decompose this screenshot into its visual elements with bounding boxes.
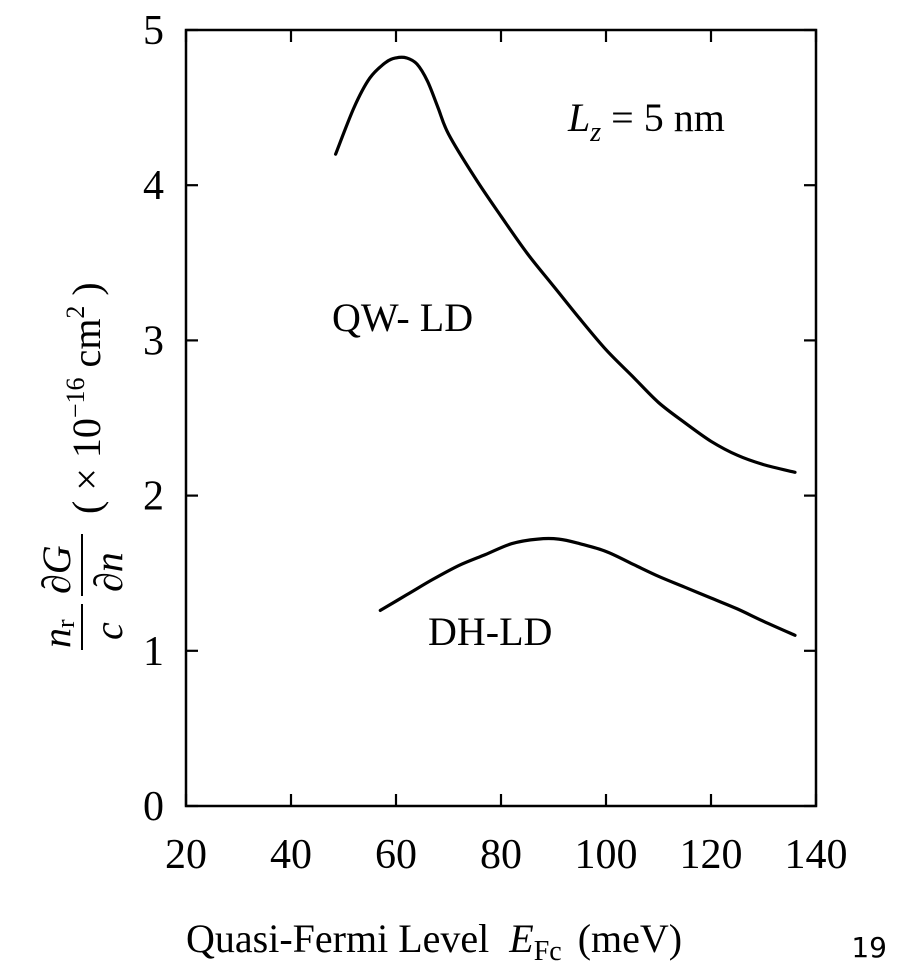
x-tick-label-140: 140 — [785, 832, 848, 878]
y-axis-unit-exp: −16 — [61, 377, 90, 418]
y-axis-unit-mid: cm — [64, 319, 109, 378]
curves-layer — [334, 55, 797, 637]
ticks-layer — [184, 28, 818, 808]
x-tick-label-20: 20 — [165, 832, 207, 878]
y-tick-label-5: 5 — [143, 8, 164, 54]
y-axis-unit-open: ( × 10 — [64, 418, 109, 514]
y-axis-unit: ( × 10−16 cm2 ) — [61, 282, 109, 514]
y-tick-label-2: 2 — [143, 474, 164, 520]
tick-labels-layer: 20 40 60 80 100 120 140 0 1 2 3 4 5 — [143, 8, 848, 878]
y-axis-den-right: ∂n — [86, 552, 131, 592]
y-tick-label-3: 3 — [143, 318, 164, 364]
y-axis-n-sub: r — [51, 619, 80, 628]
x-tick-label-100: 100 — [575, 832, 638, 878]
x-tick-label-120: 120 — [680, 832, 743, 878]
y-axis-title: nr c ∂G ∂n ( × 10−16 cm2 ) — [34, 282, 131, 650]
series-label-dh-ld: DH-LD — [428, 609, 552, 654]
y-axis-n: n — [34, 628, 79, 648]
lz-sub: z — [589, 117, 601, 148]
x-axis-title-text: Quasi-Fermi Level — [186, 916, 489, 961]
slide-number: 19 — [851, 931, 887, 964]
qw-ld-curve — [334, 55, 797, 474]
x-tick-label-60: 60 — [375, 832, 417, 878]
plot-frame — [184, 28, 818, 808]
lz-annotation: Lz = 5 nm — [567, 95, 725, 148]
y-tick-label-4: 4 — [143, 163, 164, 209]
y-axis-num-right: ∂G — [34, 545, 79, 594]
y-tick-label-0: 0 — [143, 784, 164, 830]
series-label-qw-ld: QW- LD — [332, 295, 473, 340]
lz-text: = 5 nm — [601, 95, 725, 140]
x-axis-title: Quasi-Fermi Level EFc (meV) — [186, 916, 682, 966]
y-axis-num-left: nr — [34, 619, 80, 648]
y-axis-den-left: c — [86, 622, 131, 640]
y-axis-unit-exp2: 2 — [61, 306, 90, 319]
x-axis-unit: (meV) — [578, 916, 682, 961]
x-axis-var-sub: Fc — [534, 936, 562, 966]
y-axis-unit-close: ) — [64, 282, 109, 305]
lz-var: L — [567, 95, 590, 140]
x-tick-label-80: 80 — [480, 832, 522, 878]
y-tick-label-1: 1 — [143, 629, 164, 675]
x-tick-label-40: 40 — [270, 832, 312, 878]
dh-ld-curve — [378, 536, 797, 637]
x-axis-var: E — [508, 916, 533, 961]
